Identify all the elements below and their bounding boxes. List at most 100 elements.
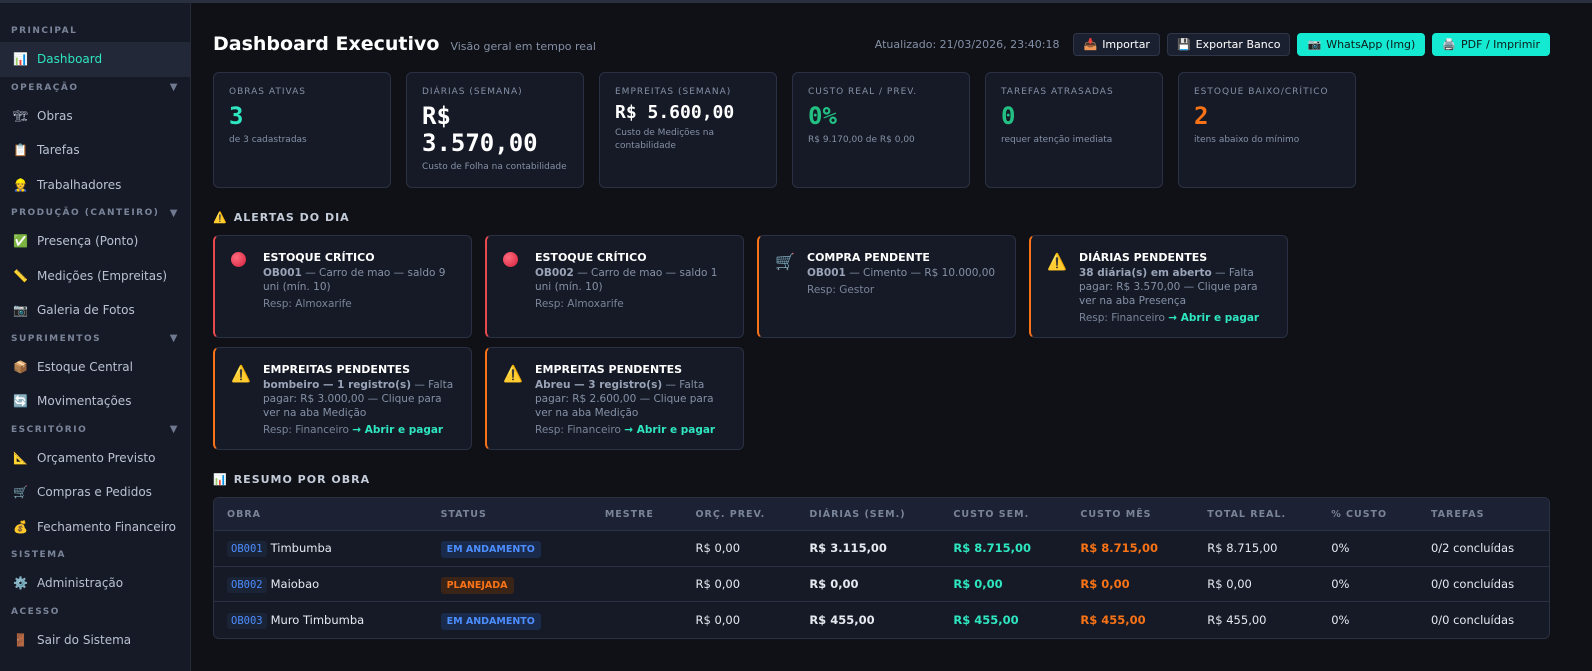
alert-card: ESTOQUE CRÍTICO OB001 — Carro de mao — sa… xyxy=(213,235,472,338)
kpi-label: ESTOQUE BAIXO/CRÍTICO xyxy=(1194,87,1329,97)
column-header-status: STATUS xyxy=(427,498,592,531)
status-badge: EM ANDAMENTO xyxy=(440,612,541,630)
table-row[interactable]: OB002 Maiobao PLANEJADA R$ 0,00 R$ 0,00 R$ 0,… xyxy=(214,567,1549,602)
orc-cell: R$ 0,00 xyxy=(682,567,797,602)
kpi-cards: OBRAS ATIVAS 3 de 3 cadastradas DIÁRIAS (SE… xyxy=(213,72,1356,188)
sidebar-item-orcamento-previsto[interactable]: 📐 Orçamento Previsto xyxy=(13,450,156,465)
open-and-pay-link[interactable]: → Abrir e pagar xyxy=(1168,312,1260,324)
warning-icon: ⚠️ xyxy=(231,364,251,383)
alert-responsible: Resp: Financeiro → Abrir e pagar xyxy=(535,424,716,436)
warning-icon: ⚠️ xyxy=(213,211,228,224)
sidebar-item-administracao[interactable]: ⚙️ Administração xyxy=(13,576,124,591)
sidebar-item-sair-do-sistema[interactable]: 🚪 Sair do Sistema xyxy=(13,632,132,647)
custo-sem-cell: R$ 0,00 xyxy=(940,567,1068,602)
alert-description: Abreu — 3 registro(s) — Falta pagar: R$ … xyxy=(535,379,714,419)
kpi-description: requer atenção imediata xyxy=(1001,135,1113,145)
column-header-total-real: TOTAL REAL. xyxy=(1194,498,1319,531)
custo-mes-cell: R$ 8.715,00 xyxy=(1067,531,1195,567)
collapse-arrow-icon[interactable]: ▼ xyxy=(169,82,179,93)
kpi-value: 0 xyxy=(1001,102,1016,130)
alert-description: OB001 — Cimento — R$ 10.000,00 xyxy=(807,267,996,279)
status-badge: EM ANDAMENTO xyxy=(440,541,541,559)
column-header-orc-prev: ORÇ. PREV. xyxy=(682,498,797,531)
importar-button[interactable]: 📥 Importar xyxy=(1073,32,1160,56)
ruler-icon: 📏 xyxy=(13,268,28,283)
exportar-banco-button[interactable]: 💾 Exportar Banco xyxy=(1166,32,1291,56)
cart-icon: 🛒 xyxy=(13,485,28,500)
alert-title: EMPREITAS PENDENTES xyxy=(263,363,411,376)
kpi-value: R$ 3.570,00 xyxy=(422,102,538,157)
nav-section-producao-canteiro[interactable]: PRODUÇÃO (CANTEIRO) ▼ xyxy=(11,207,179,219)
sidebar-item-estoque-central[interactable]: 📦 Estoque Central xyxy=(13,359,133,374)
whatsapp-img-button[interactable]: 📷 WhatsApp (Img) xyxy=(1297,32,1426,56)
alert-title: EMPREITAS PENDENTES xyxy=(535,363,683,376)
sidebar-item-obras[interactable]: 🏗 Obras xyxy=(13,108,73,123)
total-cell: R$ 455,00 xyxy=(1207,612,1267,627)
alert-responsible: Resp: Financeiro → Abrir e pagar xyxy=(263,424,444,436)
kpi-description: Custo de Medições na contabilidade xyxy=(615,128,714,151)
pct-cell: 0% xyxy=(1318,567,1418,602)
obra-code[interactable]: OB003 xyxy=(227,612,267,629)
alerts-heading: ⚠️ ALERTAS DO DIA xyxy=(213,211,350,224)
orc-cell: R$ 0,00 xyxy=(682,531,797,567)
custo-sem-cell: R$ 8.715,00 xyxy=(940,531,1068,567)
kpi-description: itens abaixo do mínimo xyxy=(1194,135,1300,145)
collapse-arrow-icon[interactable]: ▼ xyxy=(169,333,179,344)
sidebar-item-movimentacoes[interactable]: 🔄 Movimentações xyxy=(13,394,132,409)
import-icon: 📥 xyxy=(1083,37,1098,51)
warning-icon: ⚠️ xyxy=(503,364,523,383)
printer-icon: 🖨️ xyxy=(1442,37,1457,51)
alert-card[interactable]: ⚠️ EMPREITAS PENDENTES Abreu — 3 registro(… xyxy=(485,347,744,450)
page-subtitle: Visão geral em tempo real xyxy=(450,40,596,53)
money-bag-icon: 💰 xyxy=(13,519,28,534)
pdf-imprimir-button[interactable]: 🖨️ PDF / Imprimir xyxy=(1432,32,1550,56)
kpi-value: 0% xyxy=(808,102,837,130)
diarias-cell: R$ 455,00 xyxy=(809,612,875,627)
nav-section-escritorio[interactable]: ESCRITÓRIO ▼ xyxy=(11,424,179,435)
mestre-cell xyxy=(592,602,683,638)
sidebar-item-dashboard[interactable]: 📊 Dashboard xyxy=(0,42,190,77)
alert-card[interactable]: ⚠️ EMPREITAS PENDENTES bombeiro — 1 regist… xyxy=(213,347,472,450)
nav-section-operacao[interactable]: OPERAÇÃO ▼ xyxy=(11,82,179,93)
table-row[interactable]: OB003 Muro Timbumba EM ANDAMENTO R$ 0,00 R$ … xyxy=(214,602,1549,638)
nav-section-suprimentos[interactable]: SUPRIMENTOS ▼ xyxy=(11,333,179,344)
table-row[interactable]: OB001 Timbumba EM ANDAMENTO R$ 0,00 R$ 3.115… xyxy=(214,531,1549,567)
chart-icon: 📊 xyxy=(213,473,228,486)
sidebar-item-compras-e-pedidos[interactable]: 🛒 Compras e Pedidos xyxy=(13,485,152,500)
sidebar-item-tarefas[interactable]: 📋 Tarefas xyxy=(13,143,80,158)
open-and-pay-link[interactable]: → Abrir e pagar xyxy=(352,424,444,436)
refresh-icon: 🔄 xyxy=(13,394,28,409)
collapse-arrow-icon[interactable]: ▼ xyxy=(169,424,179,435)
pct-cell: 0% xyxy=(1331,612,1350,627)
custo-mes-cell: R$ 0,00 xyxy=(1067,567,1195,602)
kpi-label: DIÁRIAS (SEMANA) xyxy=(422,87,523,97)
kpi-card-tarefas-atrasadas: TAREFAS ATRASADAS 0 requer atenção imediat… xyxy=(985,72,1163,188)
sidebar-item-presenca-ponto[interactable]: ✅ Presença (Ponto) xyxy=(13,234,139,249)
sidebar-item-fechamento-financeiro[interactable]: 💰 Fechamento Financeiro xyxy=(13,519,176,534)
sidebar-item-galeria-de-fotos[interactable]: 📷 Galeria de Fotos xyxy=(13,303,135,318)
nav-section-principal: PRINCIPAL xyxy=(11,26,78,36)
kpi-value: 3 xyxy=(229,102,244,130)
open-and-pay-link[interactable]: → Abrir e pagar xyxy=(624,424,716,436)
collapse-arrow-icon[interactable]: ▼ xyxy=(169,207,179,219)
sidebar-item-medicoes-empreitas[interactable]: 📏 Medições (Empreitas) xyxy=(13,268,168,283)
obra-cell: OB002 Maiobao xyxy=(214,567,428,602)
worker-icon: 👷 xyxy=(13,177,28,192)
camera-icon: 📷 xyxy=(1307,37,1322,51)
sidebar-item-trabalhadores[interactable]: 👷 Trabalhadores xyxy=(13,177,122,192)
mestre-cell xyxy=(591,531,683,567)
alert-description: bombeiro — 1 registro(s) — Falta pagar: … xyxy=(263,379,454,419)
kpi-description: Custo de Folha na contabilidade xyxy=(422,162,567,172)
kpi-card-empreitas-semana: EMPREITAS (SEMANA) R$ 5.600,00 Custo de Me… xyxy=(599,72,777,188)
obra-code[interactable]: OB001 xyxy=(227,541,267,558)
alert-card[interactable]: ⚠️ DIÁRIAS PENDENTES 38 diária(s) em abert… xyxy=(1029,235,1288,338)
total-cell: R$ 0,00 xyxy=(1194,567,1319,602)
alert-responsible: Resp: Almoxarife xyxy=(535,298,624,310)
obra-code[interactable]: OB002 xyxy=(227,576,267,593)
updated-timestamp: Atualizado: 21/03/2026, 23:40:18 xyxy=(874,37,1060,51)
kpi-value: R$ 5.600,00 xyxy=(615,102,735,123)
tarefas-cell: 0/0 concluídas xyxy=(1430,612,1515,627)
kpi-label: EMPREITAS (SEMANA) xyxy=(615,87,732,97)
warning-icon: ⚠️ xyxy=(1047,252,1067,271)
alert-description: OB002 — Carro de mao — saldo 1 uni (mín.… xyxy=(535,267,718,293)
